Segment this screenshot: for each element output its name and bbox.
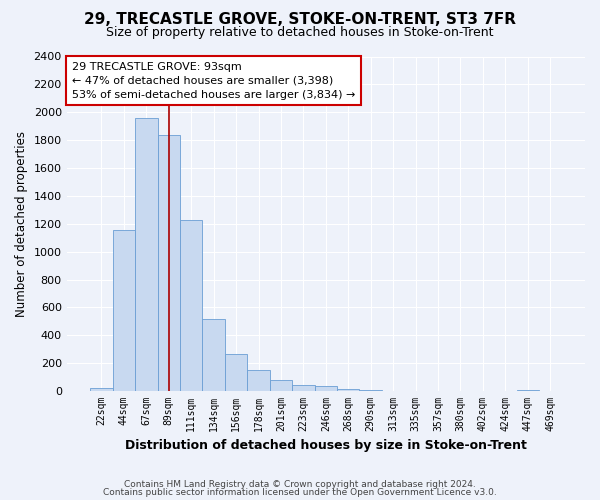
Bar (113, 230, 135, 391)
Bar (292, 385, 314, 391)
Bar (247, 370, 270, 391)
Bar (135, 118, 158, 391)
Bar (90, 388, 113, 391)
Text: Size of property relative to detached houses in Stoke-on-Trent: Size of property relative to detached ho… (106, 26, 494, 39)
Bar (158, 134, 180, 391)
Bar (270, 380, 292, 391)
Bar (202, 318, 225, 391)
Text: 29, TRECASTLE GROVE, STOKE-ON-TRENT, ST3 7FR: 29, TRECASTLE GROVE, STOKE-ON-TRENT, ST3… (84, 12, 516, 28)
Text: 29 TRECASTLE GROVE: 93sqm
← 47% of detached houses are smaller (3,398)
53% of se: 29 TRECASTLE GROVE: 93sqm ← 47% of detac… (72, 62, 355, 100)
Y-axis label: Number of detached properties: Number of detached properties (15, 131, 28, 317)
Bar (517, 390, 539, 391)
Text: Contains HM Land Registry data © Crown copyright and database right 2024.: Contains HM Land Registry data © Crown c… (124, 480, 476, 489)
Bar (314, 386, 337, 391)
Bar (225, 354, 247, 391)
Text: Contains public sector information licensed under the Open Government Licence v3: Contains public sector information licen… (103, 488, 497, 497)
Bar (180, 220, 202, 391)
Bar (337, 388, 359, 391)
X-axis label: Distribution of detached houses by size in Stoke-on-Trent: Distribution of detached houses by size … (125, 440, 527, 452)
Bar (359, 390, 382, 391)
